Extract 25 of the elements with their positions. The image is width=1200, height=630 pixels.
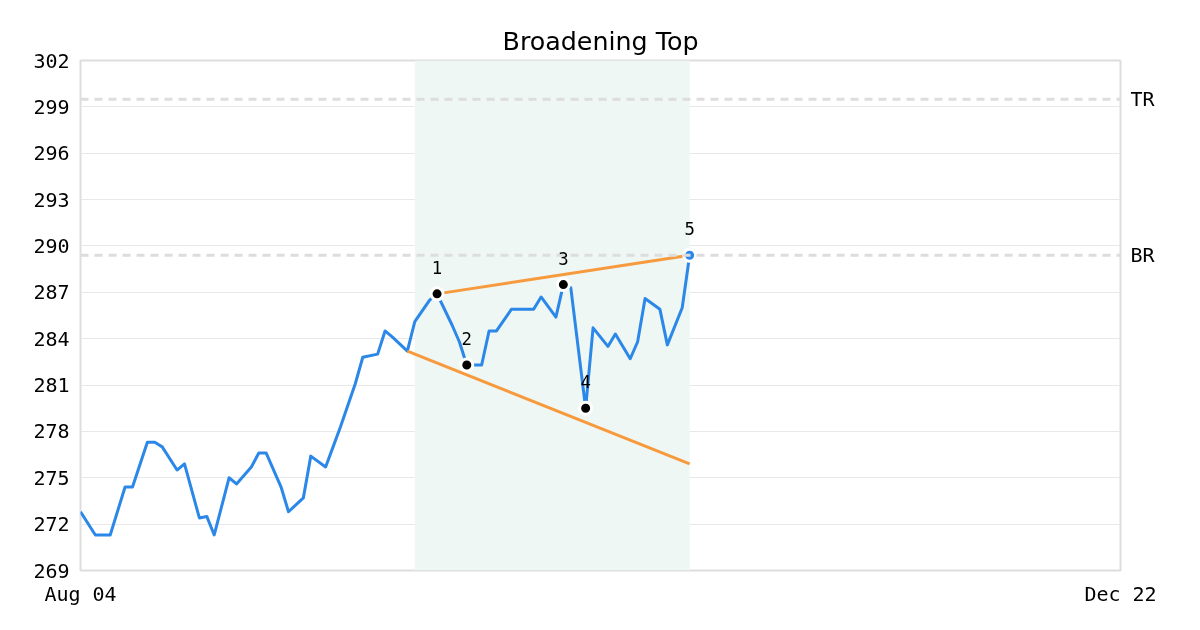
y-tick-label: 275 [33,465,70,490]
annotation: 3 [558,248,569,269]
ref-line-label: TR [1130,87,1156,112]
point [459,357,475,373]
y-tick-label: 272 [33,512,70,537]
y-tick-label: 284 [33,326,70,351]
annotation: 5 [684,219,695,240]
point [578,400,594,416]
annotation: 1 [431,257,443,278]
y-tick-label: 296 [33,141,70,166]
point [555,277,571,293]
y-tick-label: 299 [33,94,70,119]
y-tick-label: 287 [33,280,70,305]
y-tick-label: 281 [33,373,70,398]
y-tick-label: 278 [33,419,70,444]
annotation: 2 [461,328,473,349]
x-tick-label: Aug 04 [44,581,117,606]
y-tick-label: 269 [33,558,70,583]
y-tick-label: 290 [33,233,70,258]
point [429,286,445,302]
x-tick-label: Dec 22 [1084,581,1157,606]
y-tick-label: 293 [33,187,70,212]
chart-title: Broadening Top [502,25,699,56]
ref-line-label: BR [1130,243,1156,268]
y-tick-label: 302 [33,48,70,73]
